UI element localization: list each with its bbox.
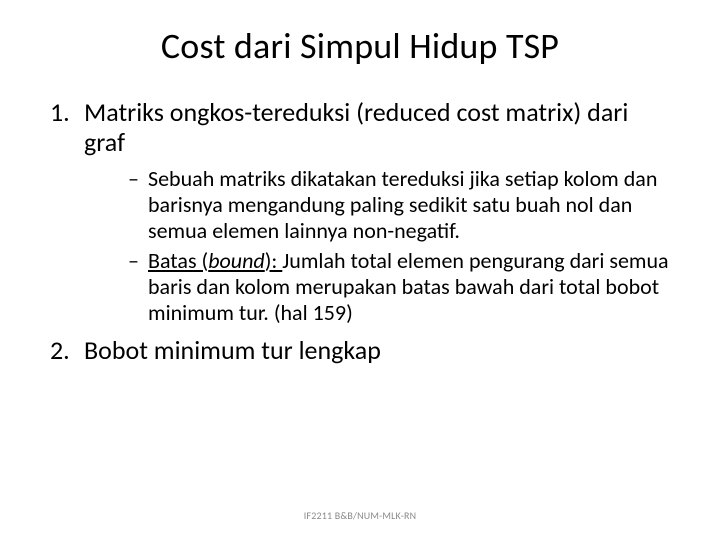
sub-list-1: – Sebuah matriks dikatakan tereduksi jik… bbox=[84, 166, 670, 326]
dash-icon: – bbox=[128, 166, 139, 192]
main-list: 1. Matriks ongkos-tereduksi (reduced cos… bbox=[50, 98, 670, 365]
list-item-2: 2. Bobot minimum tur lengkap bbox=[50, 336, 670, 366]
slide-footer: IF2211 B&B/NUM-MLK-RN bbox=[0, 509, 720, 522]
list-item-1: 1. Matriks ongkos-tereduksi (reduced cos… bbox=[50, 98, 670, 326]
sub-item-1a: – Sebuah matriks dikatakan tereduksi jik… bbox=[84, 166, 670, 244]
sub-item-text: Sebuah matriks dikatakan tereduksi jika … bbox=[148, 165, 657, 244]
dash-icon: – bbox=[128, 248, 139, 274]
slide: Cost dari Simpul Hidup TSP 1. Matriks on… bbox=[0, 0, 720, 540]
item-text: Matriks ongkos-tereduksi (reduced cost m… bbox=[84, 96, 628, 158]
item-number: 1. bbox=[50, 98, 70, 128]
item-number: 2. bbox=[50, 336, 70, 366]
sub-item-label: Batas (bound): bbox=[148, 247, 282, 274]
sub-item-1b: – Batas (bound): Jumlah total elemen pen… bbox=[84, 248, 670, 326]
slide-title: Cost dari Simpul Hidup TSP bbox=[50, 24, 670, 68]
underline-label: Batas (bound): bbox=[148, 247, 282, 274]
item-text: Bobot minimum tur lengkap bbox=[84, 334, 381, 366]
